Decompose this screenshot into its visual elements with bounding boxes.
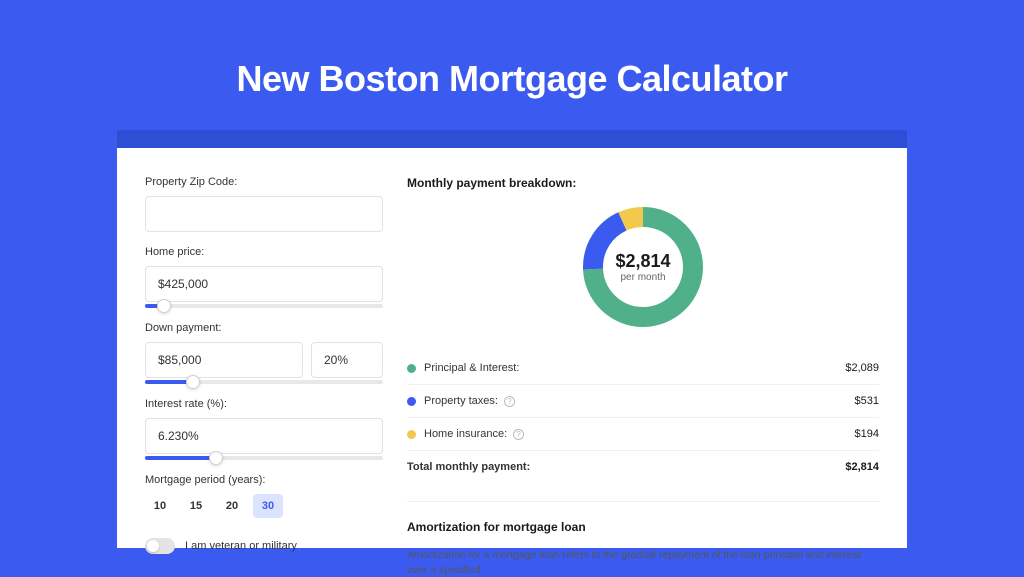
hero-header: New Boston Mortgage Calculator	[0, 0, 1024, 100]
legend-row-total: Total monthly payment: $2,814	[407, 451, 879, 483]
interest-slider-fill	[145, 456, 216, 460]
donut-center: $2,814 per month	[580, 204, 706, 330]
period-btn-30[interactable]: 30	[253, 494, 283, 518]
legend-label-total: Total monthly payment:	[407, 461, 845, 473]
period-btn-10[interactable]: 10	[145, 494, 175, 518]
legend-value-principal: $2,089	[845, 362, 879, 374]
veteran-label: I am veteran or military	[185, 540, 297, 552]
home-price-label: Home price:	[145, 246, 383, 258]
down-payment-group: Down payment:	[145, 322, 383, 384]
donut-wrap: $2,814 per month	[407, 204, 879, 330]
interest-slider-thumb[interactable]	[209, 451, 223, 465]
down-payment-slider[interactable]	[145, 380, 383, 384]
legend: Principal & Interest: $2,089 Property ta…	[407, 352, 879, 483]
veteran-toggle[interactable]	[145, 538, 175, 554]
legend-label-taxes: Property taxes: ?	[424, 395, 855, 407]
zip-field-group: Property Zip Code:	[145, 176, 383, 232]
breakdown-column: Monthly payment breakdown: $2,814 per mo…	[407, 176, 879, 548]
period-group: Mortgage period (years): 10 15 20 30	[145, 474, 383, 518]
period-btn-15[interactable]: 15	[181, 494, 211, 518]
legend-dot-insurance	[407, 430, 416, 439]
amortization-section: Amortization for mortgage loan Amortizat…	[407, 501, 879, 577]
legend-row-taxes: Property taxes: ? $531	[407, 385, 879, 418]
home-price-group: Home price:	[145, 246, 383, 308]
period-label: Mortgage period (years):	[145, 474, 383, 486]
donut-amount: $2,814	[615, 251, 670, 272]
donut-chart: $2,814 per month	[580, 204, 706, 330]
breakdown-title: Monthly payment breakdown:	[407, 176, 879, 190]
zip-input[interactable]	[145, 196, 383, 232]
legend-row-insurance: Home insurance: ? $194	[407, 418, 879, 451]
interest-label: Interest rate (%):	[145, 398, 383, 410]
donut-sub: per month	[620, 272, 665, 283]
down-payment-label: Down payment:	[145, 322, 383, 334]
interest-slider[interactable]	[145, 456, 383, 460]
down-payment-input[interactable]	[145, 342, 303, 378]
amortization-body: Amortization for a mortgage loan refers …	[407, 548, 879, 577]
amortization-title: Amortization for mortgage loan	[407, 520, 879, 534]
period-btn-20[interactable]: 20	[217, 494, 247, 518]
down-payment-slider-thumb[interactable]	[186, 375, 200, 389]
form-column: Property Zip Code: Home price: Down paym…	[145, 176, 383, 548]
legend-value-total: $2,814	[845, 461, 879, 473]
legend-value-taxes: $531	[855, 395, 879, 407]
interest-input[interactable]	[145, 418, 383, 454]
info-icon[interactable]: ?	[513, 429, 524, 440]
info-icon[interactable]: ?	[504, 396, 515, 407]
home-price-slider[interactable]	[145, 304, 383, 308]
down-payment-pct-input[interactable]	[311, 342, 383, 378]
page-title: New Boston Mortgage Calculator	[0, 58, 1024, 100]
legend-label-principal: Principal & Interest:	[424, 362, 845, 374]
veteran-toggle-row: I am veteran or military	[145, 538, 383, 554]
interest-group: Interest rate (%):	[145, 398, 383, 460]
zip-label: Property Zip Code:	[145, 176, 383, 188]
home-price-input[interactable]	[145, 266, 383, 302]
home-price-slider-thumb[interactable]	[157, 299, 171, 313]
legend-row-principal: Principal & Interest: $2,089	[407, 352, 879, 385]
period-buttons: 10 15 20 30	[145, 494, 383, 518]
legend-dot-taxes	[407, 397, 416, 406]
calculator-card: Property Zip Code: Home price: Down paym…	[117, 148, 907, 548]
inner-band: Property Zip Code: Home price: Down paym…	[117, 130, 907, 548]
legend-value-insurance: $194	[855, 428, 879, 440]
legend-dot-principal	[407, 364, 416, 373]
legend-label-insurance: Home insurance: ?	[424, 428, 855, 440]
